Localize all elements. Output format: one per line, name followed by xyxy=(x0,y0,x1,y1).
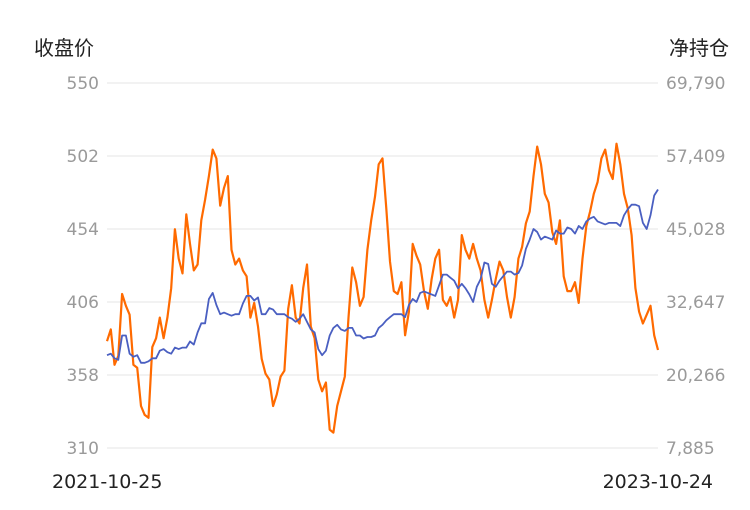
y-right-tick-label: 7,885 xyxy=(666,439,715,459)
y-right-tick-label: 20,266 xyxy=(666,366,725,386)
y-left-tick-label: 550 xyxy=(67,74,99,94)
y-left-axis-title: 收盘价 xyxy=(34,36,94,60)
y-left-tick-label: 358 xyxy=(67,366,99,386)
y-left-tick-label: 454 xyxy=(67,220,99,240)
y-right-tick-label: 69,790 xyxy=(666,74,725,94)
y-left-tick-label: 310 xyxy=(67,439,99,459)
x-end-label: 2023-10-24 xyxy=(603,471,713,493)
x-start-label: 2021-10-25 xyxy=(52,471,162,493)
grid-lines xyxy=(107,82,658,449)
y-left-tick-label: 502 xyxy=(67,147,99,167)
y-right-tick-labels: 69,790 57,409 45,028 32,647 20,266 7,885 xyxy=(666,74,725,459)
series-lines xyxy=(105,142,660,434)
y-right-axis-title: 净持仓 xyxy=(669,36,729,60)
y-right-tick-label: 32,647 xyxy=(666,293,725,313)
y-left-tick-label: 406 xyxy=(67,293,99,313)
close-price-line xyxy=(106,189,659,364)
y-left-tick-labels: 550 502 454 406 358 310 xyxy=(67,74,99,459)
y-right-tick-label: 57,409 xyxy=(666,147,725,167)
y-right-tick-label: 45,028 xyxy=(666,220,725,240)
net-position-line xyxy=(105,142,660,434)
